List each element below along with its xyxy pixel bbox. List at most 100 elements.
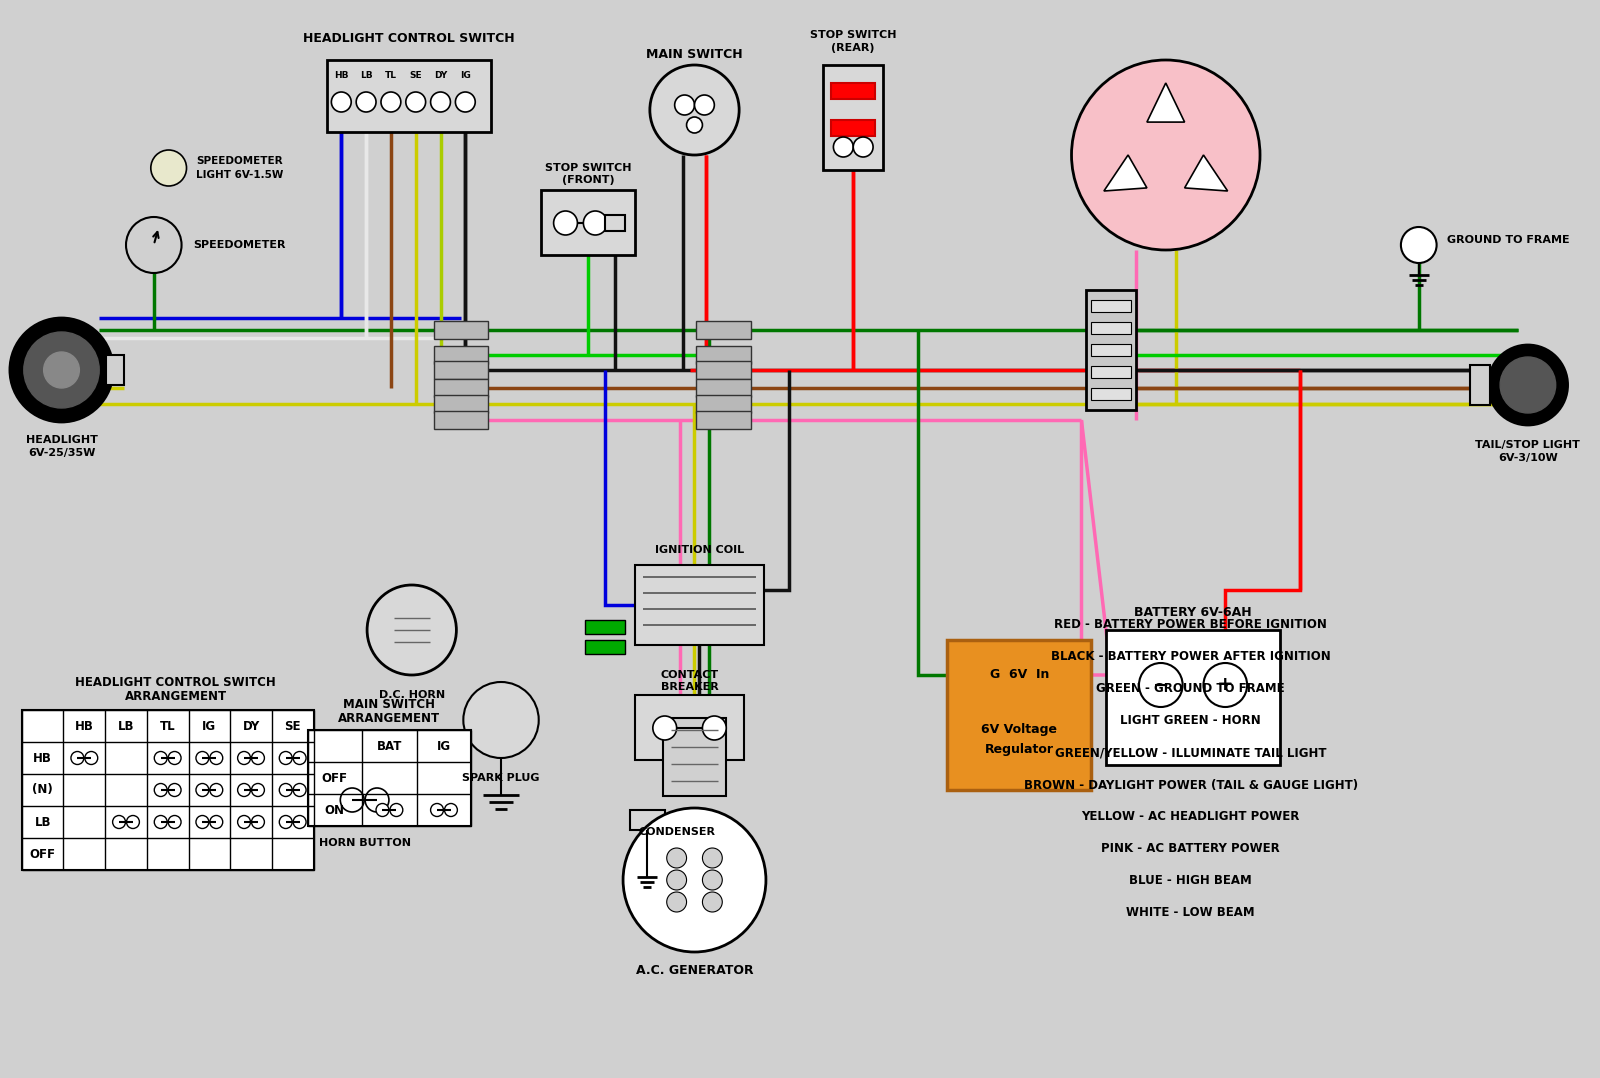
FancyBboxPatch shape xyxy=(630,810,664,830)
Circle shape xyxy=(154,815,166,829)
FancyBboxPatch shape xyxy=(434,361,488,379)
FancyBboxPatch shape xyxy=(434,346,488,364)
Text: IG: IG xyxy=(202,719,216,732)
Circle shape xyxy=(150,150,187,186)
Text: SPEEDOMETER: SPEEDOMETER xyxy=(194,240,286,250)
Text: ARRANGEMENT: ARRANGEMENT xyxy=(125,690,227,703)
Text: HEADLIGHT: HEADLIGHT xyxy=(26,436,98,445)
FancyBboxPatch shape xyxy=(307,730,472,826)
Circle shape xyxy=(456,92,475,112)
FancyBboxPatch shape xyxy=(1470,365,1490,405)
Text: LB: LB xyxy=(360,70,373,80)
Text: LIGHT GREEN - HORN: LIGHT GREEN - HORN xyxy=(1120,715,1261,728)
Circle shape xyxy=(702,870,722,890)
Circle shape xyxy=(650,65,739,155)
Text: YELLOW - AC HEADLIGHT POWER: YELLOW - AC HEADLIGHT POWER xyxy=(1082,811,1299,824)
Circle shape xyxy=(702,716,726,740)
FancyBboxPatch shape xyxy=(662,718,726,796)
Circle shape xyxy=(126,815,139,829)
Text: BLACK - BATTERY POWER AFTER IGNITION: BLACK - BATTERY POWER AFTER IGNITION xyxy=(1051,650,1331,663)
Circle shape xyxy=(341,788,365,812)
Text: (N): (N) xyxy=(32,784,53,797)
FancyBboxPatch shape xyxy=(333,775,397,825)
Circle shape xyxy=(293,751,306,764)
Text: Regulator: Regulator xyxy=(986,744,1054,757)
Text: +: + xyxy=(1218,676,1234,694)
Circle shape xyxy=(430,92,451,112)
Circle shape xyxy=(85,751,98,764)
Text: BLUE - HIGH BEAM: BLUE - HIGH BEAM xyxy=(1130,874,1251,887)
FancyBboxPatch shape xyxy=(635,565,763,645)
Circle shape xyxy=(667,870,686,890)
Circle shape xyxy=(365,788,389,812)
Text: HEADLIGHT CONTROL SWITCH: HEADLIGHT CONTROL SWITCH xyxy=(304,31,515,44)
Circle shape xyxy=(154,751,166,764)
Circle shape xyxy=(653,716,677,740)
Circle shape xyxy=(126,217,181,273)
Text: SPARK PLUG: SPARK PLUG xyxy=(462,773,539,783)
Text: TL: TL xyxy=(160,719,176,732)
Text: IG: IG xyxy=(437,740,451,752)
FancyBboxPatch shape xyxy=(832,120,875,136)
FancyBboxPatch shape xyxy=(1091,300,1131,312)
Circle shape xyxy=(381,92,402,112)
Polygon shape xyxy=(1184,155,1227,191)
FancyBboxPatch shape xyxy=(22,710,314,870)
Circle shape xyxy=(195,784,210,797)
FancyBboxPatch shape xyxy=(434,411,488,429)
Text: BREAKER: BREAKER xyxy=(661,682,718,692)
FancyBboxPatch shape xyxy=(328,60,491,132)
Text: ON: ON xyxy=(325,803,346,816)
FancyBboxPatch shape xyxy=(1086,290,1136,410)
FancyBboxPatch shape xyxy=(434,395,488,413)
Circle shape xyxy=(238,751,251,764)
Circle shape xyxy=(154,784,166,797)
Circle shape xyxy=(210,784,222,797)
Circle shape xyxy=(280,751,293,764)
Text: SE: SE xyxy=(285,719,301,732)
FancyBboxPatch shape xyxy=(696,346,750,364)
FancyBboxPatch shape xyxy=(1091,322,1131,334)
Circle shape xyxy=(357,92,376,112)
Text: D.C. HORN: D.C. HORN xyxy=(379,690,445,700)
Text: LB: LB xyxy=(118,719,134,732)
Text: A.C. GENERATOR: A.C. GENERATOR xyxy=(635,964,754,977)
FancyBboxPatch shape xyxy=(1091,388,1131,400)
Circle shape xyxy=(24,332,99,407)
Circle shape xyxy=(251,751,264,764)
Text: HB: HB xyxy=(334,70,349,80)
Circle shape xyxy=(554,211,578,235)
Text: OFF: OFF xyxy=(322,772,347,785)
FancyBboxPatch shape xyxy=(541,190,635,255)
Circle shape xyxy=(251,815,264,829)
FancyBboxPatch shape xyxy=(696,411,750,429)
Circle shape xyxy=(1203,663,1246,707)
Text: CONDENSER: CONDENSER xyxy=(638,827,715,837)
Circle shape xyxy=(464,682,539,758)
FancyBboxPatch shape xyxy=(605,215,626,231)
Circle shape xyxy=(667,848,686,868)
FancyBboxPatch shape xyxy=(1106,630,1280,765)
Text: HB: HB xyxy=(34,751,53,764)
Text: ARRANGEMENT: ARRANGEMENT xyxy=(338,713,440,725)
Circle shape xyxy=(280,815,293,829)
Text: IGNITION COIL: IGNITION COIL xyxy=(654,545,744,555)
Circle shape xyxy=(702,892,722,912)
Text: LB: LB xyxy=(35,815,51,829)
Circle shape xyxy=(1072,60,1261,250)
Text: TAIL/STOP LIGHT: TAIL/STOP LIGHT xyxy=(1475,440,1581,450)
FancyBboxPatch shape xyxy=(586,640,626,654)
Circle shape xyxy=(112,815,125,829)
Text: TL: TL xyxy=(386,70,397,80)
FancyBboxPatch shape xyxy=(696,361,750,379)
Circle shape xyxy=(168,784,181,797)
Text: −: − xyxy=(1152,676,1170,694)
Circle shape xyxy=(10,318,114,421)
Circle shape xyxy=(1139,663,1182,707)
Circle shape xyxy=(694,95,714,115)
Circle shape xyxy=(702,848,722,868)
Text: SPEEDOMETER: SPEEDOMETER xyxy=(197,156,283,166)
Circle shape xyxy=(445,803,458,816)
FancyBboxPatch shape xyxy=(696,395,750,413)
Text: MAIN SWITCH: MAIN SWITCH xyxy=(646,49,742,61)
